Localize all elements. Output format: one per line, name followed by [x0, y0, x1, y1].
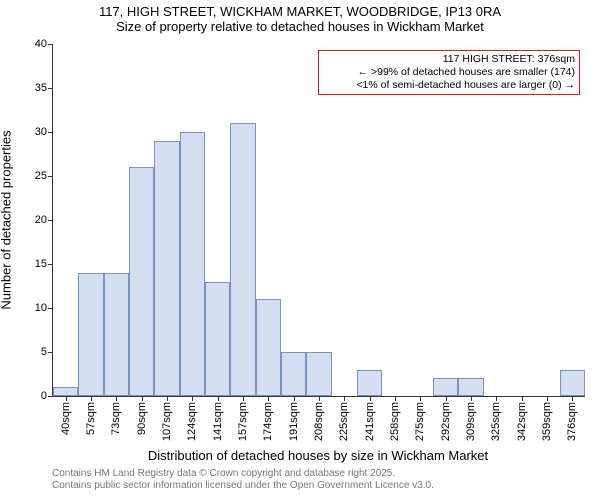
x-tick-mark	[547, 396, 548, 401]
x-tick-mark	[471, 396, 472, 401]
histogram-bar	[53, 387, 78, 396]
histogram-bar	[256, 299, 281, 396]
title-line-1: 117, HIGH STREET, WICKHAM MARKET, WOODBR…	[0, 4, 600, 19]
x-tick-label: 309sqm	[465, 402, 477, 441]
x-tick-label: 241sqm	[364, 402, 376, 441]
histogram-bar	[230, 123, 255, 396]
x-tick-mark	[116, 396, 117, 401]
y-tick-mark	[48, 176, 53, 177]
y-tick-mark	[48, 132, 53, 133]
x-tick-mark	[572, 396, 573, 401]
x-tick-label: 73sqm	[110, 402, 122, 435]
x-tick-mark	[446, 396, 447, 401]
x-tick-label: 258sqm	[389, 402, 401, 441]
annotation-line-1: 117 HIGH STREET: 376sqm	[323, 53, 575, 66]
x-tick-label: 376sqm	[566, 402, 578, 441]
x-tick-label: 157sqm	[237, 402, 249, 441]
histogram-bar	[129, 167, 154, 396]
x-tick-mark	[370, 396, 371, 401]
footer-line-2: Contains public sector information licen…	[52, 480, 434, 492]
histogram-bar	[433, 378, 458, 396]
x-tick-mark	[192, 396, 193, 401]
histogram-bar	[104, 273, 129, 396]
histogram-bar	[205, 282, 230, 396]
x-tick-mark	[142, 396, 143, 401]
annotation-line-2: ← >99% of detached houses are smaller (1…	[323, 66, 575, 79]
x-tick-label: 342sqm	[516, 402, 528, 441]
x-tick-mark	[243, 396, 244, 401]
x-tick-mark	[420, 396, 421, 401]
x-tick-mark	[319, 396, 320, 401]
x-tick-label: 90sqm	[136, 402, 148, 435]
histogram-bar	[78, 273, 103, 396]
x-tick-label: 174sqm	[262, 402, 274, 441]
x-tick-label: 292sqm	[440, 402, 452, 441]
x-tick-mark	[496, 396, 497, 401]
histogram-plot-area: 051015202530354040sqm57sqm73sqm90sqm107s…	[52, 44, 585, 397]
y-tick-mark	[48, 220, 53, 221]
x-tick-label: 191sqm	[288, 402, 300, 441]
y-tick-mark	[48, 396, 53, 397]
histogram-bar	[306, 352, 331, 396]
title-line-2: Size of property relative to detached ho…	[0, 19, 600, 34]
x-tick-label: 124sqm	[186, 402, 198, 441]
x-tick-label: 141sqm	[212, 402, 224, 441]
y-tick-mark	[48, 352, 53, 353]
y-tick-mark	[48, 44, 53, 45]
x-tick-label: 57sqm	[85, 402, 97, 435]
x-tick-mark	[66, 396, 67, 401]
chart-title: 117, HIGH STREET, WICKHAM MARKET, WOODBR…	[0, 4, 600, 34]
histogram-bar	[180, 132, 205, 396]
x-axis-label: Distribution of detached houses by size …	[52, 448, 584, 463]
histogram-bar	[154, 141, 179, 396]
footer-line-1: Contains HM Land Registry data © Crown c…	[52, 468, 434, 480]
y-axis-label: Number of detached properties	[0, 44, 14, 396]
x-tick-mark	[167, 396, 168, 401]
x-tick-label: 107sqm	[161, 402, 173, 441]
x-tick-mark	[218, 396, 219, 401]
x-tick-label: 208sqm	[313, 402, 325, 441]
annotation-box: 117 HIGH STREET: 376sqm ← >99% of detach…	[318, 50, 580, 95]
annotation-line-3: <1% of semi-detached houses are larger (…	[323, 79, 575, 92]
histogram-bar	[560, 370, 585, 396]
x-tick-label: 325sqm	[490, 402, 502, 441]
x-tick-mark	[268, 396, 269, 401]
x-tick-mark	[91, 396, 92, 401]
x-tick-label: 359sqm	[541, 402, 553, 441]
histogram-bar	[458, 378, 483, 396]
x-tick-label: 275sqm	[414, 402, 426, 441]
x-tick-mark	[344, 396, 345, 401]
y-tick-mark	[48, 88, 53, 89]
x-tick-label: 225sqm	[338, 402, 350, 441]
histogram-bar	[281, 352, 306, 396]
y-tick-mark	[48, 264, 53, 265]
y-tick-mark	[48, 308, 53, 309]
x-tick-label: 40sqm	[60, 402, 72, 435]
histogram-bar	[357, 370, 382, 396]
x-tick-mark	[522, 396, 523, 401]
attribution-footer: Contains HM Land Registry data © Crown c…	[52, 468, 434, 492]
x-tick-mark	[294, 396, 295, 401]
x-tick-mark	[395, 396, 396, 401]
